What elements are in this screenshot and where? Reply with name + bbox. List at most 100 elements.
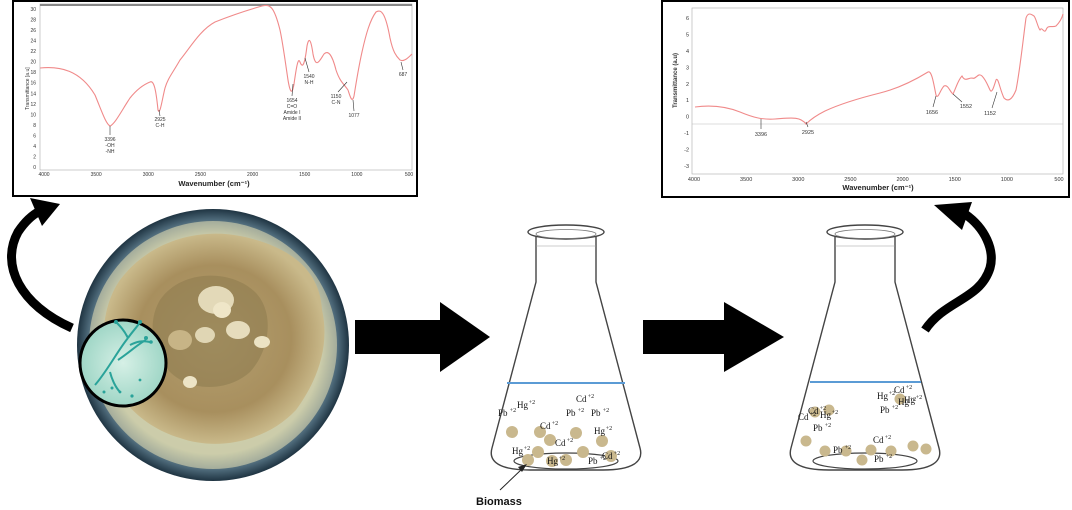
- left-peak-group: -NH: [106, 149, 115, 155]
- ion-symbol: Hg: [547, 456, 558, 466]
- ion-symbol: Pb: [566, 408, 576, 418]
- right-x-tick-label: 3500: [740, 177, 752, 183]
- left-spectrum-curve: [39, 4, 413, 127]
- right-y-ticks: 6 5 4 3 2 1 0 -1 -2 -3: [684, 16, 689, 170]
- ion-charge: +2: [614, 451, 620, 457]
- left-peak-leader: [304, 57, 310, 73]
- right-x-tick-label: 4000: [688, 177, 700, 183]
- ion-symbol: Pb: [591, 408, 601, 418]
- left-x-tick-label: 500: [405, 172, 414, 178]
- ion-charge: +2: [832, 410, 838, 416]
- right-x-tick-label: 3000: [792, 177, 804, 183]
- left-y-tick-label: 24: [30, 39, 36, 45]
- left-peak-group: Amide II: [283, 116, 301, 122]
- flask-before-biomass-beads: [506, 426, 617, 467]
- right-peak-label: 2925: [802, 130, 814, 136]
- ion-charge: +2: [820, 406, 826, 412]
- left-y-tick-label: 28: [30, 18, 36, 24]
- ion-symbol: Cd: [602, 451, 613, 461]
- ion-charge: +2: [578, 408, 584, 414]
- ion-charge: +2: [889, 391, 895, 397]
- left-peak-label: 1150: [331, 94, 342, 100]
- flask-after-outline: [789, 235, 941, 471]
- right-y-axis-label: Transmittance (a.u): [673, 53, 679, 108]
- ion-charge: +2: [603, 408, 609, 414]
- ion-charge: +2: [825, 423, 831, 429]
- flask-after: Hg +2Cd +2Cd +2 Hg +2Pb +2Hg +2Cd +2Hg +2Pb +2Pb +2…: [789, 224, 941, 471]
- left-peak-label: 1540: [303, 74, 314, 80]
- right-y-tick-label: 5: [686, 32, 689, 38]
- arrow-flask-to-flask: [643, 302, 784, 372]
- left-peak-leader: [337, 81, 348, 93]
- ion-symbol: Cd: [808, 406, 819, 416]
- right-y-tick-label: 3: [686, 65, 689, 71]
- ion-symbol: Pb: [874, 454, 884, 464]
- right-peak-label: 1152: [984, 111, 996, 117]
- flask-before: Hg +2 Cd +2Pb +2Cd +2Pb +2 Pb +2Cd +2Hg +2Hg +2Hg +2…: [476, 224, 642, 508]
- ion-charge: +2: [552, 421, 558, 427]
- right-x-tick-label: 500: [1054, 177, 1063, 183]
- right-y-tick-label: 1: [686, 98, 689, 104]
- ion-symbol: Pb: [813, 423, 823, 433]
- left-y-tick-label: 12: [30, 102, 36, 108]
- right-y-tick-label: -2: [684, 148, 689, 154]
- left-peak-leader: [352, 99, 355, 112]
- left-y-tick-label: 20: [30, 60, 36, 66]
- right-peak-label: 3396: [755, 132, 767, 138]
- left-x-tick-label: 1000: [351, 172, 362, 178]
- ion-symbol: Pb: [498, 408, 508, 418]
- ion-charge: +2: [885, 435, 891, 441]
- left-x-tick-label: 2000: [247, 172, 258, 178]
- left-peak-group: Amide I: [284, 110, 301, 116]
- right-y-tick-label: -1: [684, 131, 689, 137]
- right-peak-leader: [805, 121, 809, 128]
- ion-symbol: Cd: [894, 385, 905, 395]
- ion-symbol: Hg: [517, 400, 528, 410]
- ion-charge: +2: [845, 445, 851, 451]
- left-peak-label: 687: [399, 72, 408, 78]
- right-x-ticks: 4000 3500 3000 2500 2000 1500 1000 500: [688, 177, 1064, 183]
- left-peak-group: C=O: [287, 104, 298, 110]
- right-x-axis-label: Wavenumber (cm⁻¹): [842, 183, 914, 192]
- microscope-inset: [78, 318, 168, 408]
- ion-symbol: Cd: [555, 438, 566, 448]
- left-y-tick-label: 6: [33, 133, 36, 139]
- right-peak-leader: [932, 95, 937, 108]
- left-y-tick-label: 16: [30, 81, 36, 87]
- ion-symbol: Pb: [833, 445, 843, 455]
- ion-charge: +2: [524, 446, 530, 452]
- left-y-tick-label: 14: [30, 91, 36, 97]
- biomass-pointer-arrow: [499, 464, 527, 491]
- flask-before-ions: Hg +2 Cd +2Pb +2Cd +2Pb +2 Pb +2Cd +2Hg +2Hg +2Hg +2…: [498, 394, 620, 466]
- ion-symbol: Pb: [880, 405, 890, 415]
- ion-symbol: Hg: [898, 397, 909, 407]
- ion-symbol: Cd: [798, 412, 809, 422]
- ion-charge: +2: [567, 438, 573, 444]
- flask-before-outline: [490, 235, 642, 471]
- left-peak-group: C-N: [332, 100, 341, 106]
- right-y-tick-label: 6: [686, 16, 689, 22]
- left-y-tick-label: 8: [33, 123, 36, 129]
- right-peak-leader: [952, 93, 963, 103]
- flask-after-biomass-beads: [800, 393, 932, 466]
- left-y-tick-label: 4: [33, 144, 36, 150]
- left-spectrum-plot-area: [39, 3, 413, 171]
- ion-symbol: Hg: [904, 395, 915, 405]
- left-y-tick-label: 26: [30, 28, 36, 34]
- right-spectrum-plot-area: [691, 7, 1064, 175]
- ion-charge: +2: [529, 400, 535, 406]
- left-y-tick-label: 22: [30, 49, 36, 55]
- left-y-axis-label: Transmittance [a.u]: [25, 67, 31, 110]
- left-peak-leader: [400, 61, 404, 71]
- left-peak-leader: [158, 109, 161, 117]
- curved-arrow-left: [7, 198, 74, 333]
- right-peak-label: 1552: [960, 104, 972, 110]
- ion-charge: +2: [916, 395, 922, 401]
- left-peak-label: 3396: [104, 137, 115, 143]
- left-y-tick-label: 30: [30, 7, 36, 13]
- left-x-ticks: 4000 3500 3000 2500 2000 1500 1000 500: [38, 172, 413, 178]
- left-peak-group: -OH: [105, 143, 115, 149]
